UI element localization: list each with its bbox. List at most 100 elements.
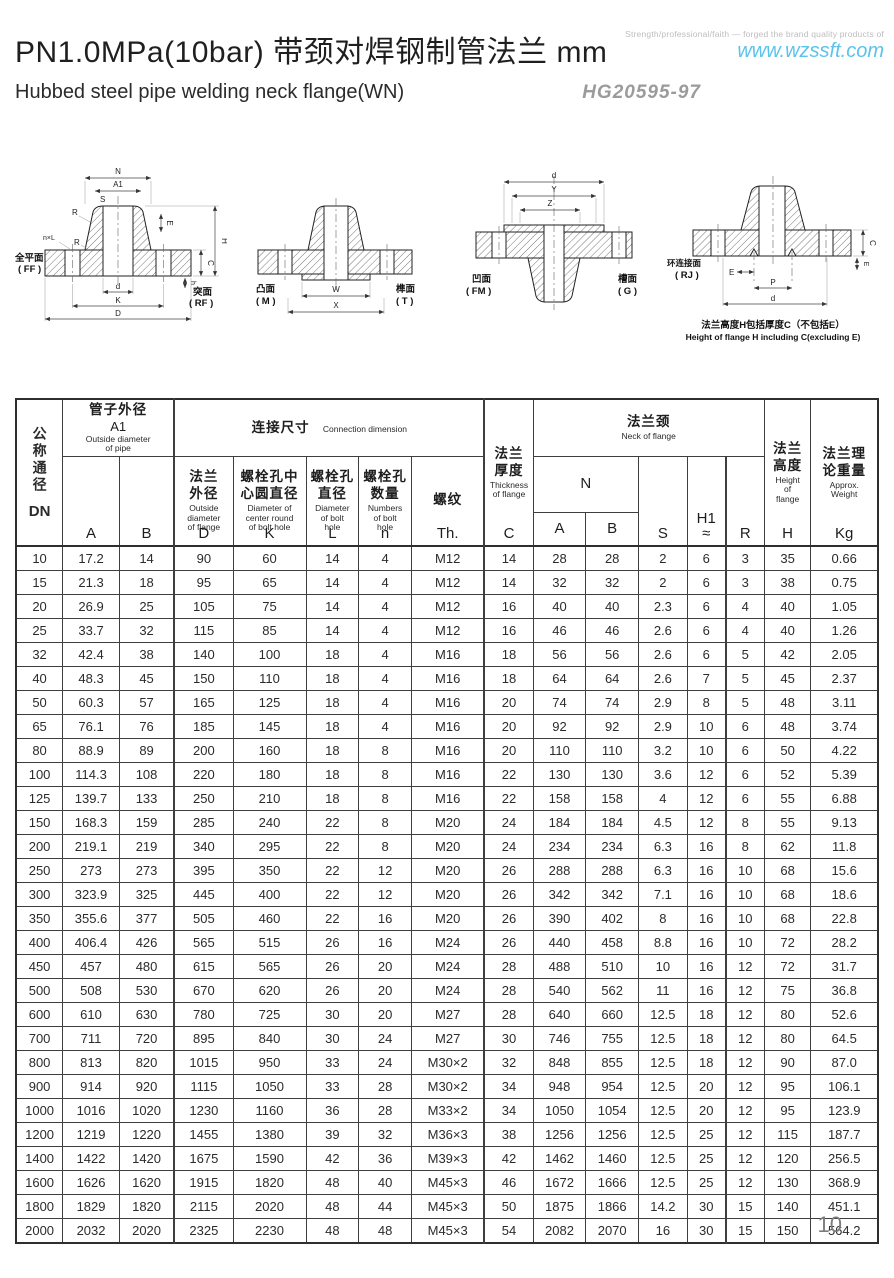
table-cell: 22 bbox=[483, 786, 534, 812]
table-cell: 18 bbox=[305, 762, 360, 788]
table-cell: 68 bbox=[763, 906, 812, 932]
table-cell: 200 bbox=[173, 738, 234, 764]
table-cell: 56 bbox=[585, 642, 640, 668]
table-cell: 3.2 bbox=[638, 738, 688, 764]
table-cell: 1050 bbox=[232, 1074, 307, 1100]
table-cell: 25 bbox=[15, 618, 64, 644]
table-cell: 288 bbox=[585, 858, 640, 884]
table-cell: 6.3 bbox=[638, 834, 688, 860]
table-cell: 18 bbox=[305, 690, 360, 716]
table-cell: 26 bbox=[483, 858, 534, 884]
table-cell: 3.74 bbox=[810, 714, 879, 740]
table-cell: 33.7 bbox=[62, 618, 120, 644]
table-cell: 52.6 bbox=[810, 1002, 879, 1028]
table-cell: 5.39 bbox=[810, 762, 879, 788]
table-cell: 133 bbox=[118, 786, 175, 812]
table-row: 200 219.1 219 340 295 22 8 M20 24 234 234 6.3 16 8 62 1… bbox=[15, 834, 879, 860]
table-cell: 14 bbox=[483, 545, 534, 572]
table-cell: 28 bbox=[358, 1074, 412, 1100]
table-cell: 50 bbox=[15, 690, 64, 716]
table-cell: M12 bbox=[410, 618, 485, 644]
col-header-thread: 螺纹 Th. bbox=[410, 455, 485, 547]
table-cell: 1626 bbox=[62, 1170, 120, 1196]
table-cell: 4 bbox=[724, 594, 765, 620]
table-cell: 1000 bbox=[15, 1098, 64, 1124]
table-cell: 12.5 bbox=[638, 1050, 688, 1076]
table-cell: 4 bbox=[358, 618, 412, 644]
table-cell: 565 bbox=[173, 930, 234, 956]
table-cell: 18.6 bbox=[810, 882, 879, 908]
table-cell: 12 bbox=[724, 954, 765, 980]
table-cell: 18 bbox=[305, 786, 360, 812]
table-cell: 92 bbox=[585, 714, 640, 740]
col-group-neck-n: N bbox=[532, 455, 640, 513]
table-cell: 12 bbox=[724, 1146, 765, 1172]
table-cell: 18 bbox=[686, 1002, 727, 1028]
table-cell: 64.5 bbox=[810, 1026, 879, 1052]
dim-label: d bbox=[771, 294, 775, 303]
table-cell: 48 bbox=[305, 1218, 360, 1244]
table-cell: 4 bbox=[358, 594, 412, 620]
table-cell: 65 bbox=[232, 570, 307, 596]
table-cell: M27 bbox=[410, 1002, 485, 1028]
table-cell: 92 bbox=[532, 714, 587, 740]
table-cell: 16 bbox=[686, 930, 727, 956]
table-cell: 45 bbox=[118, 666, 175, 692]
table-cell: 168.3 bbox=[62, 810, 120, 836]
table-cell: 8 bbox=[358, 834, 412, 860]
table-cell: 6 bbox=[686, 594, 727, 620]
table-cell: 8.8 bbox=[638, 930, 688, 956]
table-cell: 342 bbox=[532, 882, 587, 908]
table-cell: 22 bbox=[483, 762, 534, 788]
table-cell: 10 bbox=[724, 906, 765, 932]
table-cell: 1915 bbox=[173, 1170, 234, 1196]
table-cell: 2.9 bbox=[638, 714, 688, 740]
diagram-m-t: W X 凸面 ( M ) 榫面 ( T ) bbox=[230, 156, 442, 326]
table-cell: 55 bbox=[763, 810, 812, 836]
table-cell: 28 bbox=[483, 954, 534, 980]
table-cell: 700 bbox=[15, 1026, 64, 1052]
table-cell: 16 bbox=[358, 906, 412, 932]
table-cell: 530 bbox=[118, 978, 175, 1004]
table-row: 2000 2032 2020 2325 2230 48 48 M45×3 54 2082 2070 1… bbox=[15, 1218, 879, 1244]
table-cell: 15 bbox=[15, 570, 64, 596]
face-label-ff: 全平面 bbox=[15, 252, 44, 264]
table-cell: 7 bbox=[686, 666, 727, 692]
table-cell: 130 bbox=[763, 1170, 812, 1196]
table-cell: 505 bbox=[173, 906, 234, 932]
table-cell: 368.9 bbox=[810, 1170, 879, 1196]
table-cell: 4 bbox=[358, 666, 412, 692]
table-cell: 285 bbox=[173, 810, 234, 836]
table-cell: 450 bbox=[15, 954, 64, 980]
table-cell: 26 bbox=[305, 954, 360, 980]
table-cell: 14 bbox=[305, 618, 360, 644]
table-cell: 28 bbox=[532, 545, 587, 572]
table-cell: 26 bbox=[483, 882, 534, 908]
table-cell: 150 bbox=[173, 666, 234, 692]
table-cell: 32 bbox=[358, 1122, 412, 1148]
table-cell: 21.3 bbox=[62, 570, 120, 596]
table-cell: 1380 bbox=[232, 1122, 307, 1148]
table-cell: 62 bbox=[763, 834, 812, 860]
table-cell: 10 bbox=[638, 954, 688, 980]
table-cell: 31.7 bbox=[810, 954, 879, 980]
table-cell: 64 bbox=[585, 666, 640, 692]
table-cell: 4 bbox=[358, 570, 412, 596]
table-row: 300 323.9 325 445 400 22 12 M20 26 342 342 7.1 16 10 6… bbox=[15, 882, 879, 908]
table-cell: 10 bbox=[686, 714, 727, 740]
table-cell: 615 bbox=[173, 954, 234, 980]
table-cell: 140 bbox=[763, 1194, 812, 1220]
table-cell: 28 bbox=[483, 978, 534, 1004]
table-cell: 87.0 bbox=[810, 1050, 879, 1076]
table-cell: 445 bbox=[173, 882, 234, 908]
table-cell: 3 bbox=[724, 545, 765, 572]
table-cell: 95 bbox=[763, 1074, 812, 1100]
table-cell: 1256 bbox=[532, 1122, 587, 1148]
col-header-b: B bbox=[118, 455, 175, 547]
table-cell: 8 bbox=[638, 906, 688, 932]
caption-cn: 法兰高度H包括厚度C（不包括E） bbox=[701, 320, 845, 331]
table-cell: 16 bbox=[686, 978, 727, 1004]
table-cell: 0.75 bbox=[810, 570, 879, 596]
table-cell: 1.26 bbox=[810, 618, 879, 644]
table-cell: 15 bbox=[724, 1218, 765, 1244]
